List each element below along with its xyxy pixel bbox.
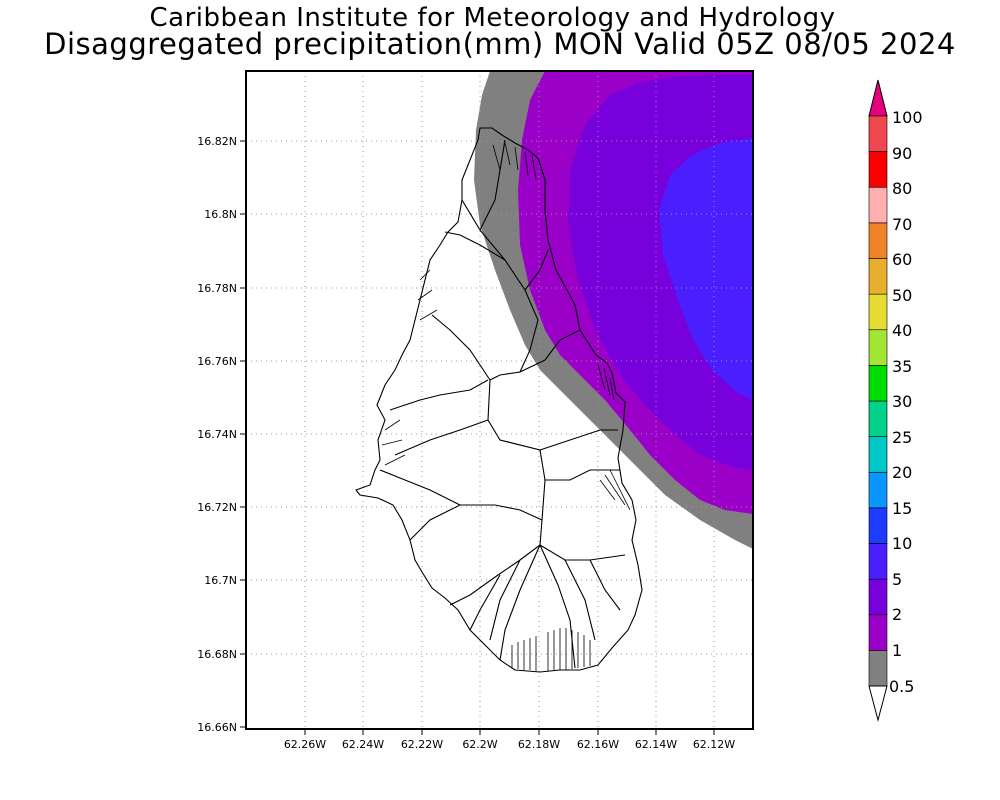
colorbar-label: 35 xyxy=(892,357,912,376)
coastline xyxy=(355,127,643,673)
colorbar-labels: 100 90 80 70 60 50 40 35 30 25 20 15 10 … xyxy=(889,108,923,696)
ridge-20 xyxy=(489,559,521,641)
colorbar-swatch xyxy=(868,222,888,259)
ridge-11 xyxy=(431,314,491,381)
ridge-2 xyxy=(449,544,541,606)
ridge-6 xyxy=(389,379,489,411)
ridge-5 xyxy=(539,544,576,669)
y-tick-label: 16.8N xyxy=(204,208,237,221)
colorbar-label: 70 xyxy=(892,215,912,234)
colorbar-swatch xyxy=(868,400,888,437)
ridge-4 xyxy=(499,544,541,661)
y-tick-label: 16.74N xyxy=(197,428,237,441)
colorbar-swatch xyxy=(868,436,888,473)
colorbar-label: 5 xyxy=(892,570,902,589)
x-tick-label: 62.16W xyxy=(577,738,619,751)
colorbar-label: 50 xyxy=(892,286,912,305)
ridge-1 xyxy=(461,199,546,546)
colorbar-label: 15 xyxy=(892,499,912,518)
precipitation-field xyxy=(474,71,753,549)
plot-frame xyxy=(245,70,754,730)
colorbar-label: 10 xyxy=(892,534,912,553)
ridge-8 xyxy=(519,329,581,373)
drainage-hatching xyxy=(381,142,631,671)
ridge-9 xyxy=(539,429,618,451)
y-tick-label: 16.72N xyxy=(197,501,237,514)
x-tick-label: 62.26W xyxy=(284,738,326,751)
ridge-17 xyxy=(469,574,501,631)
island-outline xyxy=(355,127,643,673)
ridge-3 xyxy=(539,544,626,561)
colorbar-bottom-arrow xyxy=(868,685,888,722)
colorbar-label: 80 xyxy=(892,179,912,198)
ridge-12 xyxy=(545,469,620,481)
y-axis xyxy=(240,140,246,728)
title-line-2: Disaggregated precipitation(mm) MON Vali… xyxy=(44,27,956,61)
y-tick-labels: 16.82N 16.8N 16.78N 16.76N 16.74N 16.72N… xyxy=(197,135,237,734)
y-tick-label: 16.82N xyxy=(197,135,237,148)
colorbar-label: 1 xyxy=(892,641,902,660)
x-tick-label: 62.24W xyxy=(342,738,384,751)
colorbar-label: 40 xyxy=(892,321,912,340)
ridge-16 xyxy=(379,469,461,506)
colorbar-label: 20 xyxy=(892,463,912,482)
ridge-14 xyxy=(394,419,489,456)
ridge-15 xyxy=(479,139,506,231)
colorbar-swatch xyxy=(868,329,888,366)
colorbar-legend: 100 90 80 70 60 50 40 35 30 25 20 15 10 … xyxy=(868,79,923,722)
ridge-13 xyxy=(524,249,549,291)
x-tick-label: 62.18W xyxy=(518,738,560,751)
x-axis xyxy=(304,729,715,735)
colorbar-swatch xyxy=(868,543,888,580)
x-tick-label: 62.22W xyxy=(401,738,443,751)
y-tick-label: 16.78N xyxy=(197,282,237,295)
colorbar-label: 90 xyxy=(892,144,912,163)
colorbar-swatch xyxy=(868,578,888,616)
title-line-1: Caribbean Institute for Meteorology and … xyxy=(149,3,836,33)
colorbar-swatch xyxy=(868,650,888,687)
colorbar-swatch xyxy=(868,258,888,295)
colorbar-label: 60 xyxy=(892,250,912,269)
colorbar-label: 2 xyxy=(892,605,902,624)
colorbar-swatch xyxy=(868,507,888,544)
x-tick-label: 62.2W xyxy=(462,738,497,751)
colorbar-label: 30 xyxy=(892,392,912,411)
ridge-7 xyxy=(444,231,506,261)
y-tick-label: 16.76N xyxy=(197,355,237,368)
colorbar-swatch xyxy=(868,471,888,509)
colorbar-swatch xyxy=(868,614,888,651)
ridge-19 xyxy=(564,559,596,641)
ridge-10 xyxy=(409,504,543,541)
x-tick-labels: 62.26W 62.24W 62.22W 62.2W 62.18W 62.16W… xyxy=(284,738,735,751)
colorbar-swatch xyxy=(868,115,888,152)
x-tick-label: 62.14W xyxy=(635,738,677,751)
colorbar-label: 0.5 xyxy=(889,677,914,696)
colorbar-label: 100 xyxy=(892,108,923,127)
ridge-18 xyxy=(589,559,621,611)
y-tick-label: 16.7N xyxy=(204,574,237,587)
colorbar-top-arrow xyxy=(868,79,888,117)
x-tick-label: 62.12W xyxy=(693,738,735,751)
colorbar-swatch xyxy=(868,151,888,188)
y-tick-label: 16.66N xyxy=(197,721,237,734)
y-tick-label: 16.68N xyxy=(197,648,237,661)
colorbar-swatch xyxy=(868,365,888,402)
band-5-to-10 xyxy=(659,138,753,400)
colorbar-label: 25 xyxy=(892,428,912,447)
colorbar-swatch xyxy=(868,186,888,224)
colorbar-swatch xyxy=(868,293,888,331)
